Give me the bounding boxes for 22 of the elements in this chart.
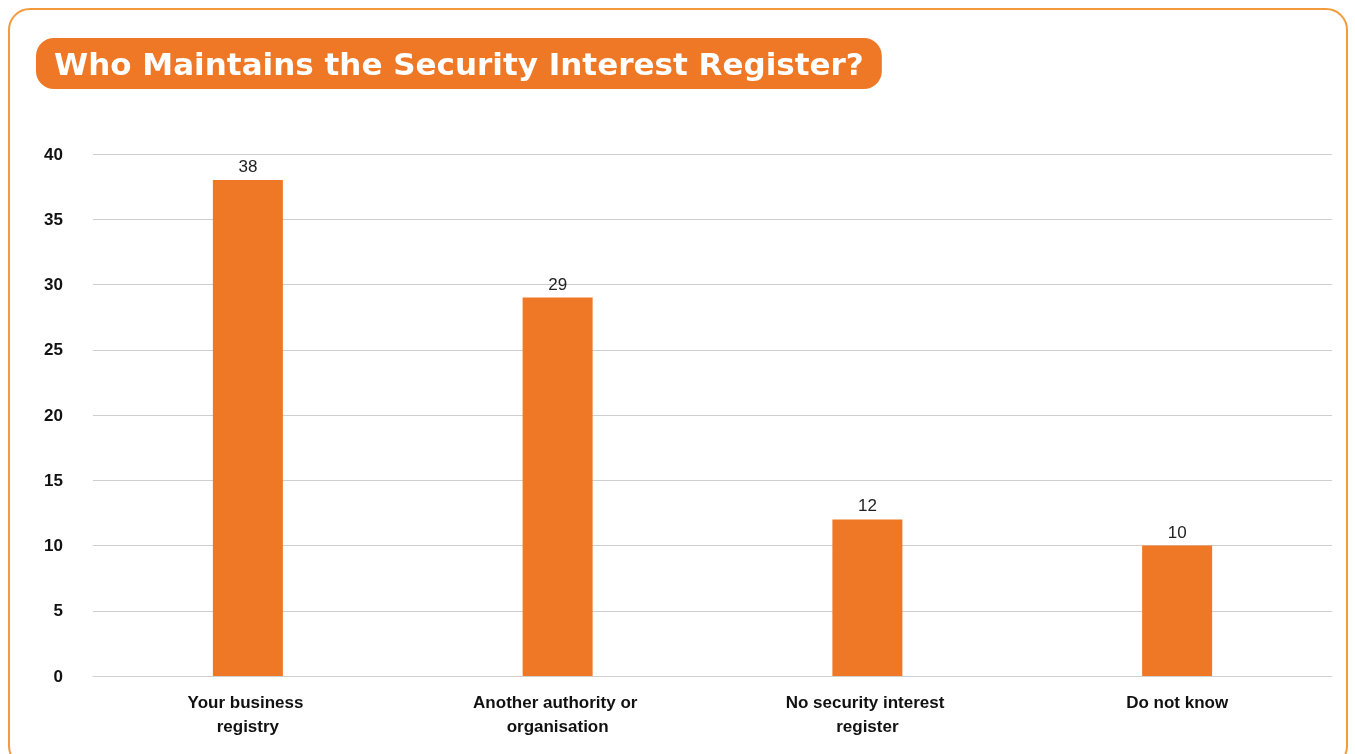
chart-title: Who Maintains the Security Interest Register? <box>54 45 864 82</box>
y-tick-label: 40 <box>44 144 63 164</box>
y-tick-label: 30 <box>44 275 63 294</box>
x-tick-label: No security interest register <box>785 692 950 736</box>
y-tick-label: 35 <box>44 209 63 229</box>
x-tick-label: Another authority or organisation <box>473 692 643 736</box>
y-tick-label: 15 <box>44 470 63 490</box>
y-tick-label: 10 <box>44 536 63 555</box>
data-label: 12 <box>857 496 877 516</box>
y-tick-label: 20 <box>44 405 63 425</box>
y-tick-label: 0 <box>53 666 63 686</box>
data-label: 10 <box>1167 522 1187 542</box>
data-label: 29 <box>548 274 568 294</box>
y-tick-label: 5 <box>53 601 63 621</box>
x-tick-label: Your business registry <box>187 692 309 736</box>
y-tick-label: 25 <box>44 340 63 360</box>
bar <box>522 297 593 676</box>
bar <box>832 519 903 676</box>
bar <box>1142 545 1213 676</box>
data-label: 38 <box>238 157 258 177</box>
x-tick-label: Do not know <box>1126 692 1229 712</box>
bar <box>212 180 283 676</box>
